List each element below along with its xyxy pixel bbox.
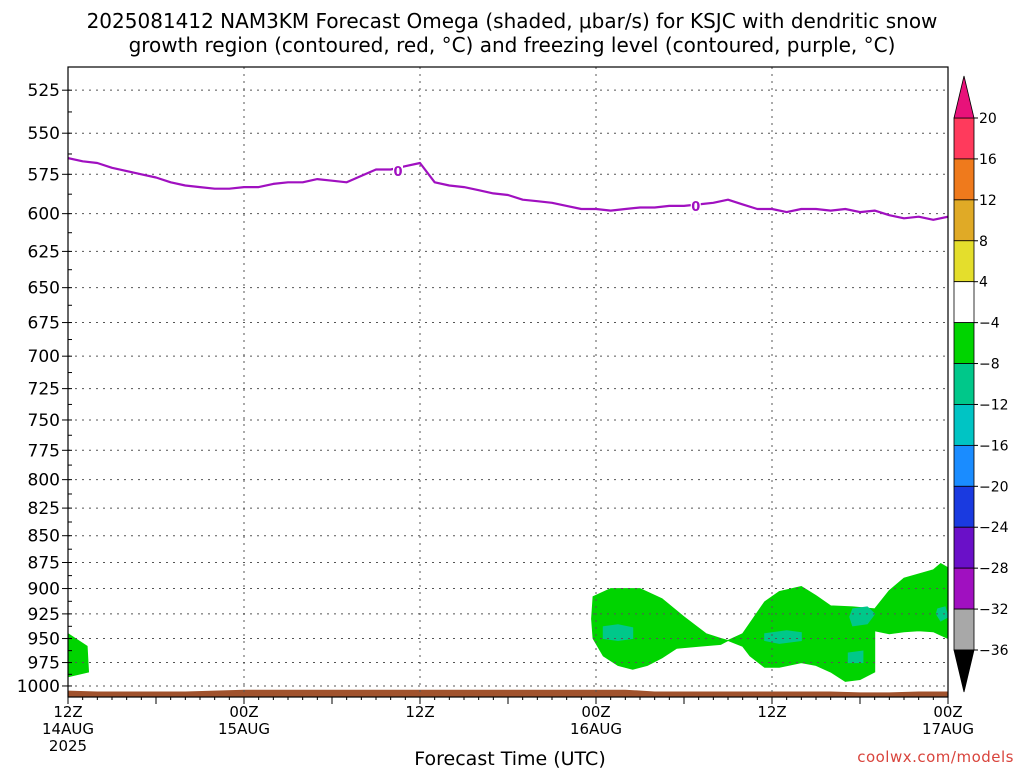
colorbar-box-11 [953, 567, 975, 610]
y-tick-label: 825 [28, 499, 60, 519]
colorbar-box-0 [953, 117, 975, 160]
y-tick-label: 775 [28, 441, 60, 461]
y-tick-label: 850 [28, 527, 60, 547]
y-tick-label: 1000 [17, 677, 60, 697]
x-tick-label: 15AUG [218, 720, 270, 738]
y-tick-label: 975 [28, 654, 60, 674]
omega-region-5 [849, 606, 876, 627]
colorbar-label: 20 [979, 111, 997, 127]
colorbar-box-10 [953, 526, 975, 569]
y-tick-label: 950 [28, 630, 60, 650]
omega-region-4 [764, 630, 802, 644]
title-line-2: growth region (contoured, red, °C) and f… [129, 33, 896, 57]
y-tick-label: 725 [28, 380, 60, 400]
colorbar-label: −24 [979, 520, 1009, 536]
colorbar-label: −12 [979, 397, 1009, 413]
colorbar-bottom-arrow [953, 649, 975, 693]
omega-region-0 [68, 633, 90, 678]
colorbar-box-2 [953, 199, 975, 242]
colorbar-label: −32 [979, 602, 1009, 618]
x-tick-label: 00Z [229, 703, 258, 721]
x-tick-label: 00Z [581, 703, 610, 721]
x-tick-label: 16AUG [570, 720, 622, 738]
colorbar-box-3 [953, 240, 975, 283]
y-tick-label: 625 [28, 242, 60, 262]
y-tick-label: 675 [28, 314, 60, 334]
y-tick-label: 550 [28, 124, 60, 144]
colorbar-label: 16 [979, 152, 997, 168]
x-tick-label: 12Z [53, 703, 82, 721]
colorbar-box-7 [953, 404, 975, 446]
x-tick-label: 17AUG [922, 720, 974, 738]
x-axis-label: Forecast Time (UTC) [414, 748, 605, 768]
freezing-level-label-bg [393, 163, 403, 180]
colorbar-box-9 [953, 485, 975, 528]
y-tick-label: 700 [28, 347, 60, 367]
y-tick-label: 800 [28, 471, 60, 491]
colorbar-box-4 [953, 281, 975, 324]
colorbar-label: −8 [979, 357, 1000, 373]
y-tick-label: 925 [28, 605, 60, 625]
credit-text: coolwx.com/models [857, 748, 1014, 766]
y-tick-label: 650 [28, 279, 60, 299]
y-tick-label: 900 [28, 580, 60, 600]
freezing-level-label: 0 [393, 165, 402, 180]
colorbar-label: −36 [979, 643, 1009, 659]
x-tick-label: 12Z [405, 703, 434, 721]
x-tick-label: 12Z [757, 703, 786, 721]
x-tick-label: 00Z [933, 703, 962, 721]
colorbar-label: 8 [979, 234, 988, 250]
omega-region-6 [847, 650, 864, 664]
y-tick-label: 575 [28, 165, 60, 185]
y-tick-label: 600 [28, 205, 60, 225]
y-tick-label: 750 [28, 411, 60, 431]
colorbar-label: −16 [979, 438, 1009, 454]
omega-region-7 [935, 606, 948, 622]
x-tick-label: 2025 [49, 737, 87, 755]
colorbar-box-1 [953, 158, 975, 201]
omega-region-2 [602, 624, 634, 642]
omega-region-3 [726, 562, 948, 682]
freezing-level-line [68, 157, 948, 221]
terrain-fill [68, 689, 948, 697]
colorbar-box-12 [953, 608, 975, 651]
colorbar-top-arrow [953, 75, 975, 119]
title-line-1: 2025081412 NAM3KM Forecast Omega (shaded… [87, 9, 938, 33]
y-tick-label: 525 [28, 81, 60, 101]
x-tick-label: 14AUG [42, 720, 94, 738]
omega-region-1 [591, 588, 730, 670]
colorbar-label: −28 [979, 561, 1009, 577]
colorbar-label: 4 [979, 275, 988, 291]
colorbar-label: −20 [979, 479, 1009, 495]
colorbar-box-8 [953, 444, 975, 487]
freezing-level-label: 0 [691, 200, 700, 215]
colorbar-label: −4 [979, 316, 1000, 332]
colorbar-label: 12 [979, 193, 997, 209]
colorbar-box-5 [953, 322, 975, 364]
y-tick-label: 875 [28, 554, 60, 574]
freezing-level-label-bg [690, 197, 701, 214]
plot-frame [67, 66, 949, 698]
colorbar-box-6 [953, 363, 975, 405]
